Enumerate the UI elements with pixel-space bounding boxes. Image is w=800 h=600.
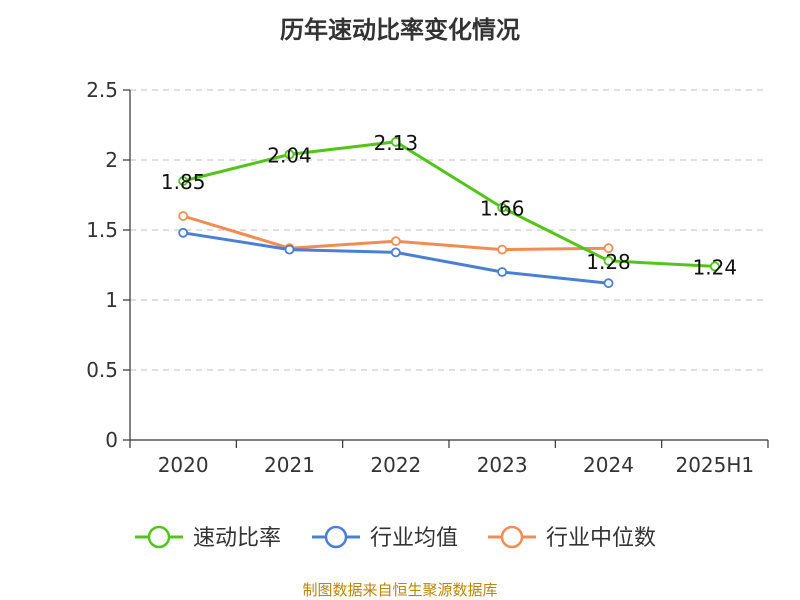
data-point[interactable]	[390, 136, 401, 147]
legend-marker	[147, 525, 171, 549]
data-point[interactable]	[603, 255, 614, 266]
x-tick-label: 2025H1	[675, 453, 754, 477]
y-tick-label: 1.5	[86, 218, 118, 242]
x-tick-label: 2020	[158, 453, 209, 477]
data-point[interactable]	[497, 267, 508, 277]
data-labels: 1.85 2.04 2.13 1.66 1.28 1.24	[161, 131, 737, 280]
legend-label: 行业中位数	[546, 526, 656, 551]
data-point[interactable]	[709, 261, 720, 272]
source-note: 制图数据来自恒生聚源数据库	[302, 581, 498, 599]
data-label: 2.04	[267, 143, 312, 167]
y-tick-label: 2.5	[86, 78, 118, 102]
legend-item[interactable]: 行业均值	[312, 525, 458, 551]
y-tick-label: 2	[105, 148, 118, 172]
data-label: 1.28	[586, 250, 631, 274]
data-point[interactable]	[497, 244, 508, 255]
legend-marker	[324, 525, 348, 549]
data-label: 1.66	[480, 197, 525, 221]
x-tick-label: 2023	[477, 453, 528, 477]
data-label: 1.24	[693, 255, 738, 279]
data-point[interactable]	[284, 149, 295, 160]
x-tick-label: 2022	[370, 453, 421, 477]
axes: 0 0.5 1 1.5 2 2.5 2020 2021 2022 2023 2024 2025H1	[86, 78, 769, 477]
data-point[interactable]	[603, 243, 614, 254]
legend[interactable]: 速动比率 行业均值 行业中位数	[135, 525, 656, 551]
x-tick-label: 2021	[264, 453, 315, 477]
data-point[interactable]	[603, 278, 614, 289]
data-point[interactable]	[497, 202, 508, 213]
data-point[interactable]	[390, 247, 401, 258]
data-point[interactable]	[178, 211, 189, 221]
data-label: 2.13	[374, 131, 419, 155]
y-tick-label: 0	[105, 428, 118, 452]
legend-marker	[500, 525, 524, 549]
x-tick-label: 2024	[583, 453, 634, 477]
legend-item[interactable]: 行业中位数	[488, 525, 656, 551]
data-point[interactable]	[178, 227, 189, 238]
y-tick-label: 1	[105, 288, 118, 312]
legend-label: 行业均值	[370, 526, 458, 551]
series-line-1	[182, 140, 715, 268]
legend-item[interactable]: 速动比率	[135, 525, 281, 551]
series-lines	[178, 136, 720, 289]
legend-label: 速动比率	[193, 526, 281, 551]
y-tick-label: 0.5	[86, 358, 118, 382]
data-point[interactable]	[284, 244, 295, 255]
data-point[interactable]	[178, 176, 189, 186]
chart-title: 历年速动比率变化情况	[280, 16, 520, 44]
grid-lines	[130, 89, 768, 371]
data-label: 1.85	[161, 170, 206, 194]
data-point[interactable]	[390, 236, 401, 247]
